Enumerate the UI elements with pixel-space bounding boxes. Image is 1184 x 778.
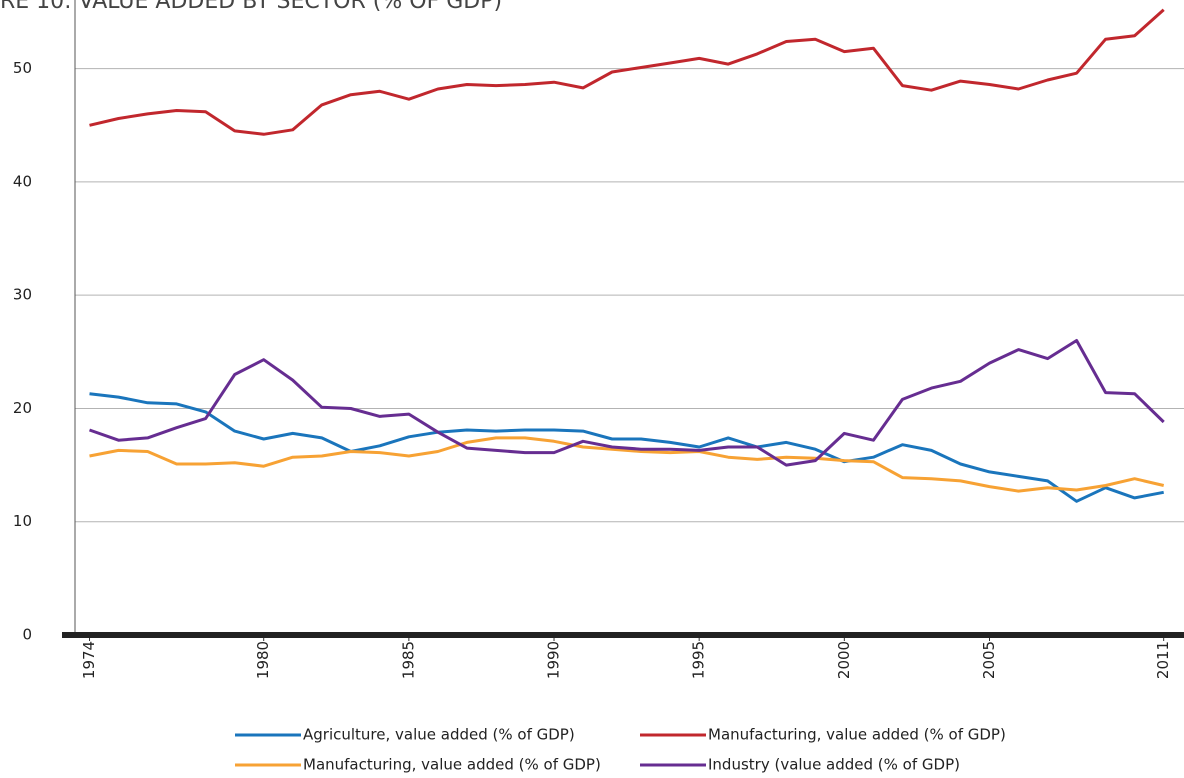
series-line <box>89 436 1165 493</box>
x-tick-label: 2005 <box>980 641 998 679</box>
y-tick-label: 50 <box>13 59 32 77</box>
legend-label: Manufacturing, value added (% of GDP) <box>708 726 1006 744</box>
y-tick-label: 30 <box>13 286 32 304</box>
y-tick-label: 20 <box>13 399 32 417</box>
y-tick-label: 0 <box>22 626 32 644</box>
series-line <box>89 8 1165 136</box>
y-tick-label: 10 <box>13 512 32 530</box>
chart-title: RE 10: VALUE ADDED BY SECTOR (% OF GDP) <box>0 0 502 14</box>
legend-label: Manufacturing, value added (% of GDP) <box>303 756 601 774</box>
x-tick-label: 1980 <box>254 641 272 679</box>
y-tick-label: 40 <box>13 172 32 190</box>
legend-label: Industry (value added (% of GDP) <box>708 756 960 774</box>
legend-label: Agriculture, value added (% of GDP) <box>303 726 575 744</box>
x-tick-label: 2011 <box>1154 641 1172 679</box>
series-line <box>89 339 1165 467</box>
series-line <box>89 392 1164 503</box>
x-tick-label: 1990 <box>545 641 563 679</box>
x-tick-label: 1995 <box>690 641 708 679</box>
x-tick-label: 2000 <box>835 641 853 679</box>
x-tick-label: 1985 <box>399 641 417 679</box>
x-tick-label: 1974 <box>80 641 98 679</box>
